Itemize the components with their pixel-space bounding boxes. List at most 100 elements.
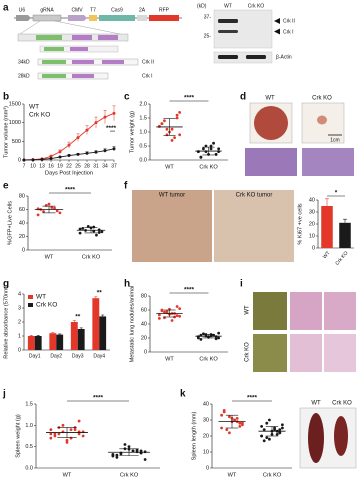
arrow: [274, 28, 280, 35]
point: [81, 434, 85, 438]
vector-element: [99, 15, 135, 21]
point: [157, 125, 161, 128]
point: [170, 127, 174, 131]
tumor-photo: [254, 106, 288, 140]
y-axis-label: Metastatic lung nodules/animal: [129, 286, 135, 363]
panel-a: a U6 gRNA CMV T7 Cas9 2A RFP 34kD Crk II…: [3, 3, 295, 80]
point: [86, 224, 90, 228]
point: [115, 455, 119, 459]
point: [58, 150, 62, 154]
y-axis-label: Tumor volume (mm³): [3, 106, 9, 158]
point: [275, 433, 279, 436]
y-tick-label: 0.0: [139, 157, 147, 163]
y-tick-label: 30: [309, 209, 315, 215]
point: [85, 128, 89, 132]
x-axis-label: Days Post Injection: [45, 170, 93, 176]
point: [65, 441, 69, 444]
vector-element: [137, 15, 147, 21]
x-tick-label: 22: [66, 163, 72, 169]
y-tick-label: 4: [18, 291, 21, 297]
point: [139, 449, 143, 453]
point: [209, 147, 213, 151]
significance: ****: [65, 187, 76, 194]
panel-label: e: [3, 181, 9, 192]
point: [281, 423, 284, 427]
y-tick-label: 20: [203, 433, 209, 439]
point: [196, 150, 200, 154]
vector-label: gRNA: [40, 7, 54, 13]
gene-domain: [36, 35, 62, 40]
y-tick-label: 80: [19, 193, 25, 199]
y-axis-label: Relative absorbance (570nm): [3, 285, 9, 359]
legend-swatch: [28, 303, 33, 307]
bar: [92, 298, 100, 350]
point: [49, 428, 53, 431]
ihc-image: [214, 190, 294, 262]
point: [212, 141, 215, 145]
y-tick-label: 1.0: [139, 129, 147, 135]
y-tick-label: 0.0: [25, 465, 33, 471]
lung-photo: [253, 334, 287, 372]
point: [69, 436, 73, 440]
point: [112, 111, 116, 115]
image-label: Crk KO: [332, 401, 352, 407]
significance: ****: [184, 287, 195, 294]
y-tick-label: 60: [19, 207, 25, 213]
point: [103, 149, 107, 153]
y-tick-label: 3: [18, 305, 21, 311]
legend-swatch: [28, 295, 33, 299]
x-tick-label: WT: [165, 356, 174, 362]
point: [262, 428, 266, 431]
point: [49, 157, 53, 161]
point: [209, 144, 213, 148]
point: [165, 127, 169, 131]
point: [123, 443, 127, 446]
row-label: Crk KO: [245, 342, 251, 362]
point: [49, 154, 53, 158]
point: [40, 157, 44, 161]
panel-label: d: [240, 92, 246, 103]
point: [175, 113, 179, 117]
panel-label: k: [180, 389, 186, 400]
series-line: [23, 112, 115, 161]
point: [77, 419, 81, 423]
point: [235, 417, 239, 420]
vector-label: Cas9: [111, 7, 123, 13]
x-tick-label: Crk KO: [334, 250, 349, 266]
point: [73, 428, 77, 431]
point: [199, 155, 203, 159]
x-tick-label: 7: [23, 163, 26, 169]
panel-label: j: [2, 389, 6, 400]
point: [61, 423, 65, 427]
x-tick-label: WT: [63, 472, 72, 478]
y-tick-label: 40: [19, 220, 25, 226]
y-tick-label: 10: [203, 449, 209, 455]
point: [217, 331, 221, 335]
gene-domain: [98, 35, 118, 40]
point: [57, 432, 61, 436]
y-axis-label: % Ki67 +ve cells: [297, 203, 303, 244]
point: [265, 436, 269, 439]
point: [135, 450, 139, 454]
y-axis-label: Spleen length (mm): [191, 411, 197, 460]
guide-line: [19, 20, 41, 35]
gene-domain: [42, 74, 66, 78]
point: [76, 152, 80, 156]
spleen-photo: [334, 416, 348, 456]
point: [81, 227, 85, 230]
y-tick-label: 1: [18, 333, 21, 339]
legend-label: WT: [36, 294, 46, 301]
point: [76, 136, 80, 140]
point: [178, 133, 182, 137]
y-tick-label: 0: [22, 247, 25, 253]
x-tick-label: WT: [322, 250, 332, 260]
y-tick-label: 1.5: [25, 401, 33, 407]
point: [143, 458, 147, 461]
y-tick-label: 0: [206, 465, 209, 471]
blot-image: [213, 9, 273, 49]
guide-line: [54, 20, 121, 35]
y-tick-label: 0.5: [25, 444, 33, 450]
point: [214, 153, 218, 156]
point: [273, 428, 276, 431]
point: [94, 150, 98, 154]
